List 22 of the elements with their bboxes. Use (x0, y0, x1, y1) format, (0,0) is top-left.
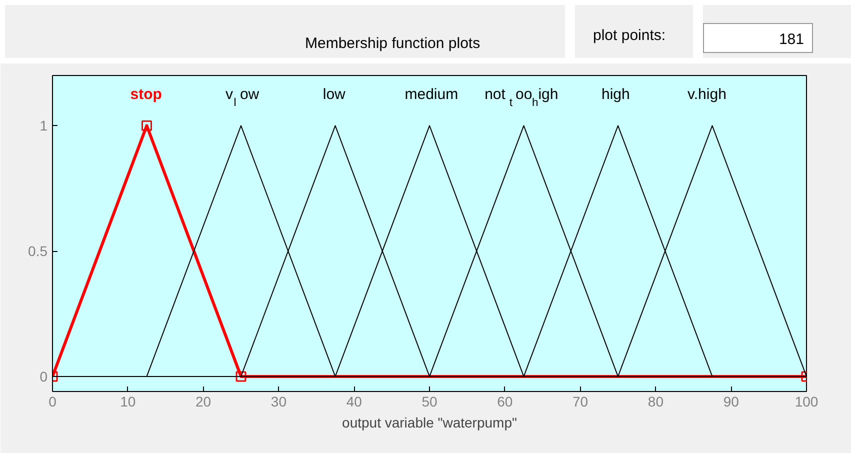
y-tick-label: 0.5 (28, 243, 48, 260)
text: plot points: (593, 26, 666, 46)
y-tick-label: 1 (40, 118, 48, 134)
x-tick-label: 50 (422, 394, 438, 410)
series-label: stop (130, 86, 162, 104)
series-label: low (322, 86, 346, 104)
y-tick-label: 0 (40, 368, 48, 384)
x-tick-label: 100 (794, 394, 818, 410)
text: medium (404, 86, 458, 104)
x-tick-label: 80 (648, 394, 664, 410)
x-axis-title: output variable "waterpump" (342, 414, 517, 430)
chart-title: Membership function plots (305, 34, 480, 54)
x-tick-label: 30 (270, 394, 287, 410)
text: 181 (703, 23, 813, 53)
x-tick-label: 90 (723, 394, 740, 410)
x-tick-label: 10 (120, 394, 136, 410)
series-label: high (602, 86, 630, 104)
x-tick-label: 60 (497, 394, 513, 410)
series-label: v.high (688, 86, 726, 104)
x-tick-label: 20 (196, 394, 212, 410)
x-tick-label: 70 (572, 394, 588, 410)
x-tick-label: 40 (346, 394, 362, 410)
